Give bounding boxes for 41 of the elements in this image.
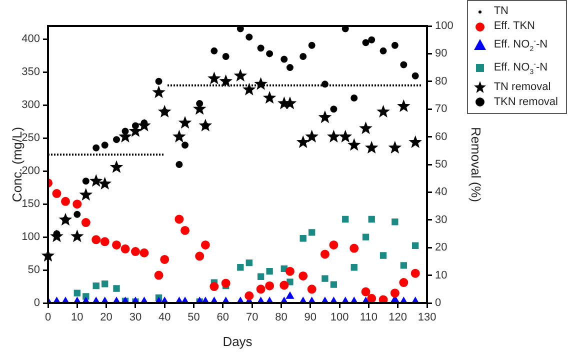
x-tick-label: 60 bbox=[216, 312, 230, 324]
x-tick-label: 100 bbox=[330, 312, 349, 324]
y2-axis-title: Removal (%) bbox=[468, 126, 484, 202]
y2-tick-label: 80 bbox=[435, 75, 448, 88]
x-tick-label: 0 bbox=[44, 312, 52, 324]
y2-tick-label: 40 bbox=[435, 186, 448, 198]
legend-label: Eff. NO$_{3}$$^{-}$-N bbox=[494, 60, 548, 78]
y2-tick-label: 60 bbox=[435, 130, 448, 143]
y2-tick-label: 90 bbox=[435, 48, 448, 60]
y2-tick-label: 10 bbox=[435, 269, 448, 282]
y-tick-label: 0 bbox=[34, 297, 40, 310]
x-tick-label: 10 bbox=[71, 312, 84, 324]
x-tick-label: 120 bbox=[388, 312, 408, 324]
y-tick-label: 400 bbox=[22, 33, 40, 46]
y-tick-label: 350 bbox=[22, 66, 40, 78]
x-tick-label: 20 bbox=[100, 312, 112, 324]
legend-label: Eff. NO$_{2}$$^{-}$-N bbox=[494, 37, 548, 55]
y-tick-label: 50 bbox=[28, 264, 40, 276]
legend-label: TN removal bbox=[494, 80, 551, 95]
x-tick-label: 30 bbox=[129, 312, 142, 324]
y2-tick-label: 100 bbox=[435, 20, 454, 32]
legend-label: TKN removal bbox=[494, 94, 558, 110]
x-tick-label: 110 bbox=[360, 312, 378, 324]
x-tick-label: 90 bbox=[304, 312, 317, 324]
x-axis-title: Days bbox=[222, 334, 253, 349]
legend-label: Eff. TKN bbox=[494, 19, 535, 34]
x-tick-label: 130 bbox=[418, 312, 436, 324]
y2-tick-label: 30 bbox=[435, 214, 448, 226]
x-tick-label: 80 bbox=[275, 312, 288, 324]
y-tick-label: 300 bbox=[22, 99, 40, 112]
y2-tick-label: 70 bbox=[435, 103, 448, 116]
legend-label: TN bbox=[494, 4, 508, 19]
y2-tick-label: 50 bbox=[435, 158, 448, 171]
x-tick-label: 50 bbox=[188, 312, 200, 324]
x-tick-label: 70 bbox=[246, 312, 258, 324]
y-tick-label: 150 bbox=[22, 198, 40, 210]
x-tick-label: 40 bbox=[158, 312, 171, 324]
y-tick-label: 200 bbox=[22, 165, 40, 178]
y2-tick-label: 20 bbox=[435, 242, 448, 254]
y2-tick-label: 0 bbox=[435, 297, 442, 310]
y-tick-label: 100 bbox=[22, 231, 40, 244]
